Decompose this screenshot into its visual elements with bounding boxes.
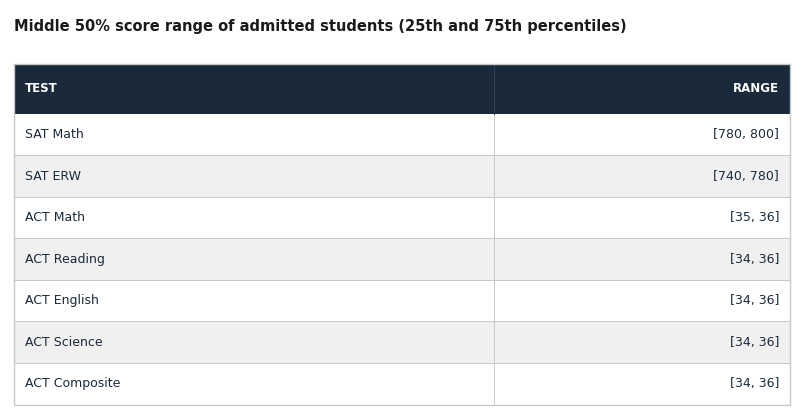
Text: SAT Math: SAT Math	[25, 128, 84, 141]
Text: SAT ERW: SAT ERW	[25, 169, 81, 183]
Text: [34, 36]: [34, 36]	[729, 377, 778, 391]
Text: TEST: TEST	[25, 83, 58, 95]
Bar	[14, 114, 789, 155]
Text: ACT Math: ACT Math	[25, 211, 85, 224]
Text: [35, 36]: [35, 36]	[728, 211, 778, 224]
Text: [34, 36]: [34, 36]	[729, 253, 778, 266]
Text: [34, 36]: [34, 36]	[729, 294, 778, 307]
Text: ACT English: ACT English	[25, 294, 99, 307]
Bar	[14, 238, 789, 280]
Bar	[14, 363, 789, 405]
Text: [780, 800]: [780, 800]	[712, 128, 778, 141]
Bar	[14, 197, 789, 238]
Text: ACT Composite: ACT Composite	[25, 377, 120, 391]
Bar	[14, 64, 789, 114]
Text: Middle 50% score range of admitted students (25th and 75th percentiles): Middle 50% score range of admitted stude…	[14, 19, 626, 34]
Text: RANGE: RANGE	[732, 83, 778, 95]
Bar	[14, 64, 789, 405]
Text: ACT Reading: ACT Reading	[25, 253, 104, 266]
Text: ACT Science: ACT Science	[25, 336, 103, 349]
Bar	[14, 280, 789, 322]
Text: [740, 780]: [740, 780]	[712, 169, 778, 183]
Bar	[14, 155, 789, 197]
Text: [34, 36]: [34, 36]	[729, 336, 778, 349]
Bar	[14, 322, 789, 363]
